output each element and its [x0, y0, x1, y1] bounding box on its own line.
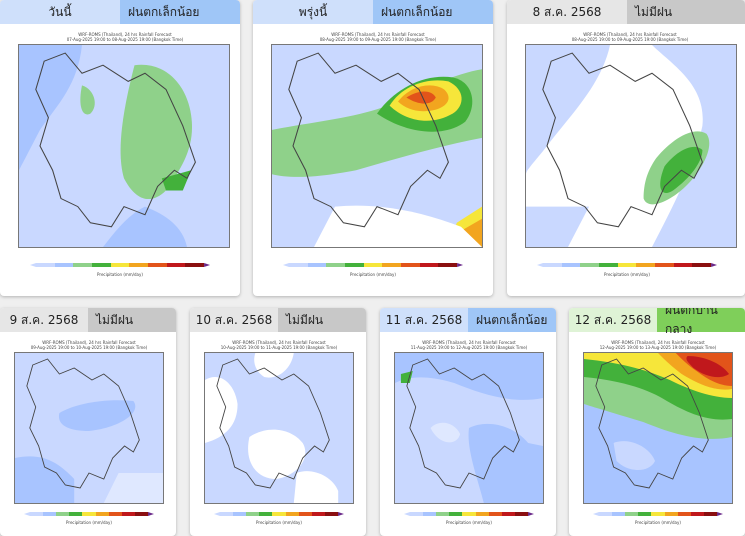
precip-colorbar	[593, 512, 723, 516]
forecast-date: 12 ส.ค. 2568	[569, 308, 657, 332]
map-title: WRF-ROMS (Thailand), 24 hrs Rainfall For…	[599, 340, 717, 350]
card-header: 9 ส.ค. 2568 ไม่มีฝน	[0, 308, 176, 332]
rain-condition-badge: ไม่มีฝน	[88, 308, 176, 332]
map-title: WRF-ROMS (Thailand), 24 hrs Rainfall For…	[30, 340, 148, 350]
card-header: พรุ่งนี้ ฝนตกเล็กน้อย	[253, 0, 493, 24]
rainfall-map[interactable]	[583, 352, 733, 504]
forecast-card-day4: 9 ส.ค. 2568 ไม่มีฝน WRF-ROMS (Thailand),…	[0, 308, 176, 536]
precip-colorbar	[30, 263, 211, 267]
rain-condition-badge: ไม่มีฝน	[627, 0, 745, 24]
forecast-date: 9 ส.ค. 2568	[0, 308, 88, 332]
forecast-date: วันนี้	[0, 0, 120, 24]
card-header: 11 ส.ค. 2568 ฝนตกเล็กน้อย	[380, 308, 556, 332]
forecast-date: 10 ส.ค. 2568	[190, 308, 278, 332]
card-header: 10 ส.ค. 2568 ไม่มีฝน	[190, 308, 366, 332]
colorbar-label: Precipitation (mm/day)	[446, 520, 492, 525]
precip-colorbar	[404, 512, 534, 516]
rain-condition-badge: ฝนตกเล็กน้อย	[373, 0, 493, 24]
forecast-date: 8 ส.ค. 2568	[507, 0, 627, 24]
forecast-card-day7: 12 ส.ค. 2568 ฝนตกปานกลาง WRF-ROMS (Thail…	[569, 308, 745, 536]
rainfall-map[interactable]	[525, 44, 737, 248]
rain-condition-badge: ฝนตกเล็กน้อย	[468, 308, 556, 332]
map-title: WRF-ROMS (Thailand), 24 hrs Rainfall For…	[410, 340, 528, 350]
colorbar-label: Precipitation (mm/day)	[350, 272, 396, 277]
map-title: WRF-ROMS (Thailand), 24 hrs Rainfall For…	[66, 32, 184, 42]
precip-colorbar	[24, 512, 154, 516]
rainfall-map[interactable]	[14, 352, 164, 504]
map-title: WRF-ROMS (Thailand), 24 hrs Rainfall For…	[220, 340, 338, 350]
forecast-date: พรุ่งนี้	[253, 0, 373, 24]
rainfall-map[interactable]	[271, 44, 483, 248]
precip-colorbar	[537, 263, 718, 267]
forecast-card-day5: 10 ส.ค. 2568 ไม่มีฝน WRF-ROMS (Thailand)…	[190, 308, 366, 536]
forecast-card-day3: 8 ส.ค. 2568 ไม่มีฝน WRF-ROMS (Thailand),…	[507, 0, 745, 296]
colorbar-label: Precipitation (mm/day)	[604, 272, 650, 277]
colorbar-label: Precipitation (mm/day)	[97, 272, 143, 277]
colorbar-label: Precipitation (mm/day)	[66, 520, 112, 525]
forecast-card-day6: 11 ส.ค. 2568 ฝนตกเล็กน้อย WRF-ROMS (Thai…	[380, 308, 556, 536]
colorbar-label: Precipitation (mm/day)	[635, 520, 681, 525]
rain-condition-badge: ฝนตกปานกลาง	[657, 308, 745, 336]
forecast-date: 11 ส.ค. 2568	[380, 308, 468, 332]
card-header: วันนี้ ฝนตกเล็กน้อย	[0, 0, 240, 24]
card-header: 12 ส.ค. 2568 ฝนตกปานกลาง	[569, 308, 745, 336]
forecast-card-today: วันนี้ ฝนตกเล็กน้อย WRF-ROMS (Thailand),…	[0, 0, 240, 296]
rain-condition-badge: ไม่มีฝน	[278, 308, 366, 332]
rainfall-map[interactable]	[394, 352, 544, 504]
rainfall-map[interactable]	[204, 352, 354, 504]
forecast-card-tomorrow: พรุ่งนี้ ฝนตกเล็กน้อย WRF-ROMS (Thailand…	[253, 0, 493, 296]
card-header: 8 ส.ค. 2568 ไม่มีฝน	[507, 0, 745, 24]
precip-colorbar	[283, 263, 464, 267]
rain-condition-badge: ฝนตกเล็กน้อย	[120, 0, 240, 24]
map-title: WRF-ROMS (Thailand), 24 hrs Rainfall For…	[571, 32, 689, 42]
precip-colorbar	[214, 512, 344, 516]
colorbar-label: Precipitation (mm/day)	[256, 520, 302, 525]
rainfall-map[interactable]	[18, 44, 230, 248]
map-title: WRF-ROMS (Thailand), 24 hrs Rainfall For…	[319, 32, 437, 42]
